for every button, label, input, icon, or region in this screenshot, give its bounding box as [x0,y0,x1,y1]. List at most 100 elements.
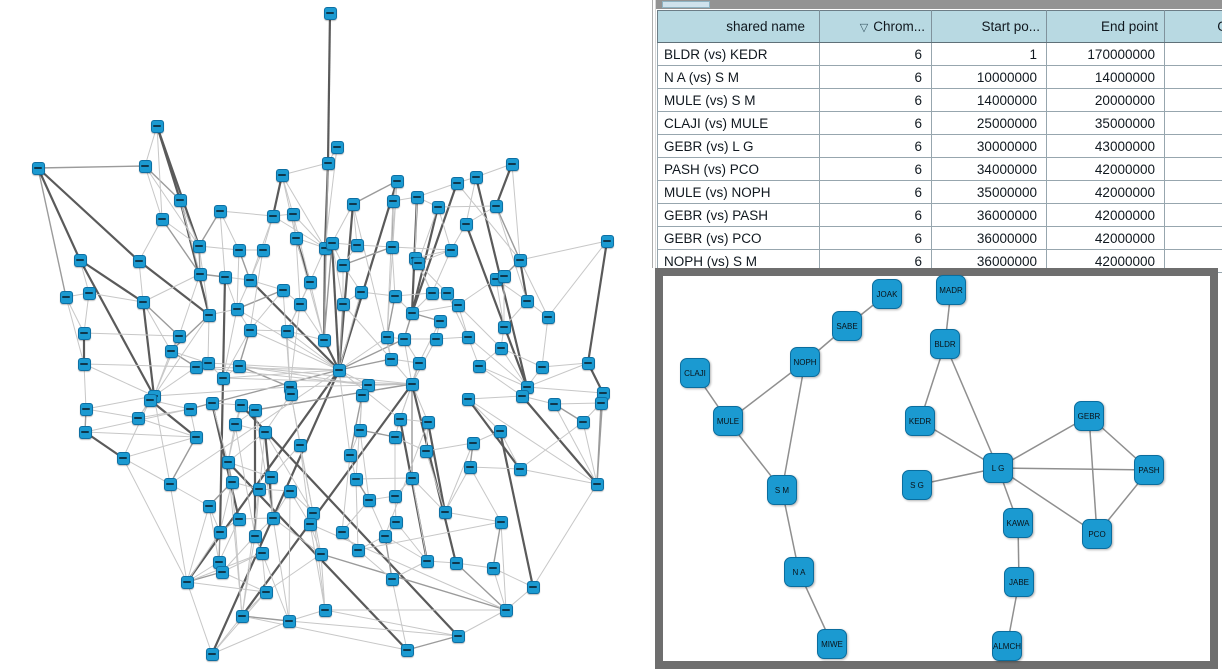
network-node[interactable] [289,231,303,245]
network-node[interactable] [131,411,145,425]
network-node[interactable] [411,256,425,270]
network-node[interactable] [283,484,297,498]
network-node[interactable] [412,356,426,370]
network-node[interactable] [576,415,590,429]
network-node[interactable] [303,275,317,289]
network-node[interactable] [259,585,273,599]
network-node[interactable] [336,258,350,272]
network-node[interactable] [421,415,435,429]
network-node[interactable] [429,332,443,346]
network-node[interactable] [163,477,177,491]
network-node[interactable] [463,460,477,474]
column-header-shared-name[interactable]: shared name [657,10,820,43]
network-node-gebr[interactable]: GEBR [1074,401,1104,431]
network-node[interactable] [232,243,246,257]
network-node-claji[interactable]: CLAJI [680,358,710,388]
network-node[interactable] [286,207,300,221]
network-node[interactable] [346,197,360,211]
secondary-network-panel[interactable]: JOAK MADR SABE BLDR NOPH CLAJI MULE KEDR GEBR L G… [655,268,1218,669]
network-node[interactable] [336,297,350,311]
network-node[interactable] [444,243,458,257]
network-node[interactable] [362,493,376,507]
network-node-kawa[interactable]: KAWA [1003,508,1033,538]
network-node-l-g[interactable]: L G [983,453,1013,483]
table-row[interactable]: N A (vs) S M610000000140000006.6 [657,65,1222,89]
scrollbar-thumb[interactable] [662,1,710,8]
column-header-chromosome[interactable]: ▽ Chrom... [819,10,932,43]
network-node[interactable] [216,371,230,385]
network-node[interactable] [405,471,419,485]
secondary-network-canvas[interactable]: JOAK MADR SABE BLDR NOPH CLAJI MULE KEDR GEBR L G… [663,275,1210,661]
network-node[interactable] [303,517,317,531]
network-node[interactable] [350,238,364,252]
network-node[interactable] [335,525,349,539]
network-node[interactable] [248,529,262,543]
network-node[interactable] [513,462,527,476]
network-node[interactable] [405,377,419,391]
network-node[interactable] [256,243,270,257]
network-node[interactable] [513,253,527,267]
network-node[interactable] [183,402,197,416]
network-node[interactable] [384,352,398,366]
table-row[interactable]: GEBR (vs) PASH636000000420000008.9 [657,203,1222,227]
network-node-miwe[interactable]: MIWE [817,629,847,659]
network-node[interactable] [489,199,503,213]
network-node[interactable] [232,512,246,526]
network-node[interactable] [59,290,73,304]
network-node[interactable] [461,392,475,406]
network-node[interactable] [390,174,404,188]
network-node[interactable] [266,209,280,223]
table-row[interactable]: GEBR (vs) L G6300000004300000016.9 [657,134,1222,158]
network-node[interactable] [433,314,447,328]
network-node[interactable] [243,273,257,287]
network-node[interactable] [330,140,344,154]
network-node[interactable] [293,438,307,452]
network-node[interactable] [472,359,486,373]
network-node[interactable] [450,176,464,190]
network-node[interactable] [275,168,289,182]
network-node[interactable] [155,212,169,226]
network-node[interactable] [202,499,216,513]
network-node[interactable] [494,515,508,529]
network-node[interactable] [393,412,407,426]
network-node-noph[interactable]: NOPH [790,347,820,377]
network-node[interactable] [493,424,507,438]
network-node[interactable] [600,234,614,248]
network-node[interactable] [73,253,87,267]
table-row[interactable]: PASH (vs) PCO6340000004200000011.4 [657,157,1222,181]
network-node[interactable] [228,417,242,431]
network-node-pash[interactable]: PASH [1134,455,1164,485]
network-node[interactable] [499,603,513,617]
network-node[interactable] [526,580,540,594]
network-node-bldr[interactable]: BLDR [930,329,960,359]
network-node[interactable] [243,323,257,337]
network-node[interactable] [252,482,266,496]
network-node[interactable] [136,295,150,309]
network-node[interactable] [248,403,262,417]
network-node[interactable] [431,200,445,214]
network-node[interactable] [380,330,394,344]
network-node[interactable] [218,270,232,284]
network-node[interactable] [321,156,335,170]
network-node[interactable] [150,119,164,133]
network-node[interactable] [494,341,508,355]
network-node[interactable] [388,289,402,303]
network-node[interactable] [282,614,296,628]
network-node[interactable] [581,356,595,370]
network-node-s-m[interactable]: S M [767,475,797,505]
network-node[interactable] [451,629,465,643]
network-node-sabe[interactable]: SABE [832,311,862,341]
network-node[interactable] [438,505,452,519]
network-node[interactable] [594,396,608,410]
network-node[interactable] [378,529,392,543]
network-node-kedr[interactable]: KEDR [905,406,935,436]
network-node[interactable] [31,161,45,175]
network-node[interactable] [221,455,235,469]
network-node[interactable] [180,575,194,589]
main-network-canvas[interactable] [0,0,652,669]
network-node[interactable] [497,320,511,334]
network-node[interactable] [276,283,290,297]
network-node[interactable] [349,472,363,486]
network-node[interactable] [173,193,187,207]
network-node[interactable] [486,561,500,575]
